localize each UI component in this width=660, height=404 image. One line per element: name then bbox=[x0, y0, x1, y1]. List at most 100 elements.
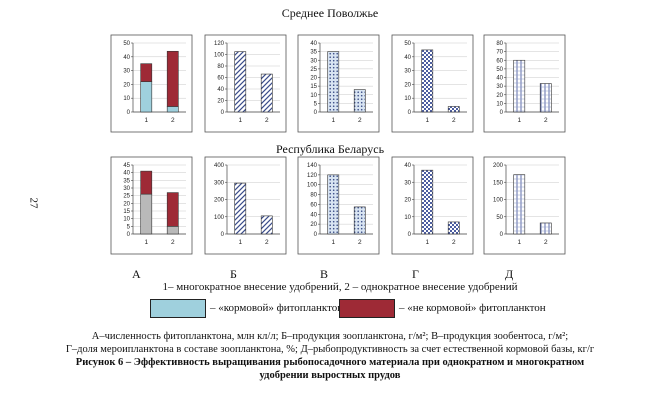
caption-line-1: А–численность фитопланктона, млн кл/л; Б… bbox=[91, 331, 569, 342]
y-tick-label: 400 bbox=[214, 163, 225, 169]
y-tick-label: 25 bbox=[123, 194, 130, 200]
bar bbox=[447, 106, 460, 113]
y-tick-label: 0 bbox=[221, 110, 225, 116]
y-tick-label: 200 bbox=[214, 198, 225, 204]
bar bbox=[166, 226, 179, 235]
x-tick-label: 1 bbox=[425, 239, 429, 246]
bar bbox=[166, 106, 179, 113]
panel-letter-a: А bbox=[132, 267, 141, 281]
y-tick-label: 50 bbox=[496, 67, 503, 73]
y-tick-label: 5 bbox=[314, 101, 318, 107]
y-tick-label: 40 bbox=[404, 163, 411, 169]
x-tick-label: 1 bbox=[238, 117, 242, 124]
y-tick-label: 80 bbox=[217, 64, 224, 70]
bar bbox=[234, 182, 247, 235]
y-tick-label: 10 bbox=[404, 215, 411, 221]
y-tick-label: 120 bbox=[214, 41, 225, 47]
y-tick-label: 35 bbox=[123, 178, 130, 184]
x-tick-label: 2 bbox=[544, 117, 548, 124]
y-tick-label: 0 bbox=[408, 110, 412, 116]
y-tick-label: 50 bbox=[496, 215, 503, 221]
y-tick-label: 15 bbox=[310, 84, 317, 90]
panel-letter-d: Д bbox=[505, 267, 514, 281]
bar bbox=[421, 49, 434, 113]
bar bbox=[140, 170, 153, 195]
figure-title-2: удобрении выростных прудов bbox=[259, 370, 401, 381]
bar bbox=[513, 174, 526, 235]
x-tick-label: 1 bbox=[144, 117, 148, 124]
y-tick-label: 40 bbox=[123, 55, 130, 61]
y-tick-label: 20 bbox=[310, 76, 317, 82]
bar bbox=[513, 59, 526, 113]
panel-letter-g: Г bbox=[412, 267, 419, 281]
panel-letter-v: В bbox=[320, 267, 329, 281]
y-tick-label: 10 bbox=[404, 96, 411, 102]
y-tick-label: 20 bbox=[404, 198, 411, 204]
y-tick-label: 0 bbox=[314, 110, 318, 116]
y-tick-label: 20 bbox=[123, 82, 130, 88]
y-tick-label: 70 bbox=[496, 50, 503, 56]
y-tick-label: 40 bbox=[217, 87, 224, 93]
y-tick-label: 120 bbox=[307, 173, 318, 179]
y-tick-label: 150 bbox=[493, 180, 504, 186]
bar bbox=[353, 206, 366, 235]
bar bbox=[166, 50, 179, 107]
y-tick-label: 100 bbox=[493, 198, 504, 204]
y-tick-label: 20 bbox=[217, 99, 224, 105]
y-tick-label: 40 bbox=[310, 41, 317, 47]
y-tick-label: 0 bbox=[500, 232, 504, 238]
y-tick-label: 20 bbox=[496, 93, 503, 99]
legend-swatch-feed bbox=[150, 299, 206, 318]
bar bbox=[421, 169, 434, 235]
x-tick-label: 1 bbox=[517, 117, 521, 124]
y-tick-label: 100 bbox=[307, 183, 318, 189]
bar bbox=[327, 174, 340, 235]
x-tick-label: 2 bbox=[171, 117, 175, 124]
y-tick-label: 80 bbox=[310, 193, 317, 199]
x-tick-label: 2 bbox=[358, 117, 362, 124]
y-tick-label: 0 bbox=[408, 232, 412, 238]
x-tick-label: 1 bbox=[144, 239, 148, 246]
x-tick-label: 1 bbox=[517, 239, 521, 246]
x-tick-label: 1 bbox=[331, 117, 335, 124]
y-tick-label: 0 bbox=[127, 232, 131, 238]
figure-title-1: Рисунок 6 – Эффективность выращивания ры… bbox=[75, 357, 585, 368]
y-tick-label: 30 bbox=[123, 186, 130, 192]
x-tick-label: 1 bbox=[238, 239, 242, 246]
legend-label-nonfeed: – «не кормовой» фитопланктон bbox=[399, 302, 546, 314]
y-tick-label: 80 bbox=[496, 41, 503, 47]
y-tick-label: 30 bbox=[310, 58, 317, 64]
y-tick-label: 0 bbox=[221, 232, 225, 238]
bar bbox=[166, 192, 179, 227]
y-tick-label: 50 bbox=[123, 41, 130, 47]
y-tick-label: 45 bbox=[123, 163, 130, 169]
x-tick-label: 2 bbox=[358, 239, 362, 246]
y-tick-label: 30 bbox=[404, 180, 411, 186]
y-tick-label: 200 bbox=[493, 163, 504, 169]
x-tick-label: 2 bbox=[171, 239, 175, 246]
region-title-belarus: Республика Беларусь bbox=[275, 142, 385, 156]
y-tick-label: 100 bbox=[214, 53, 225, 59]
x-tick-label: 2 bbox=[265, 239, 269, 246]
y-tick-label: 100 bbox=[214, 215, 225, 221]
bar bbox=[234, 51, 247, 113]
x-tick-label: 2 bbox=[452, 117, 456, 124]
x-tick-label: 2 bbox=[544, 239, 548, 246]
y-tick-label: 40 bbox=[310, 212, 317, 218]
y-tick-label: 20 bbox=[404, 82, 411, 88]
y-tick-label: 30 bbox=[404, 69, 411, 75]
legend-swatch-nonfeed bbox=[339, 299, 395, 318]
y-tick-label: 20 bbox=[310, 222, 317, 228]
y-tick-label: 35 bbox=[310, 50, 317, 56]
variants-note: 1– многократное внесение удобрений, 2 – … bbox=[162, 281, 518, 293]
y-tick-label: 10 bbox=[123, 217, 130, 223]
y-tick-label: 40 bbox=[496, 76, 503, 82]
panel-letter-b: Б bbox=[230, 267, 237, 281]
y-tick-label: 50 bbox=[404, 41, 411, 47]
bar bbox=[447, 221, 460, 235]
bar bbox=[140, 193, 153, 235]
y-tick-label: 0 bbox=[127, 110, 131, 116]
y-tick-label: 5 bbox=[127, 224, 131, 230]
y-tick-label: 0 bbox=[500, 110, 504, 116]
bar bbox=[539, 83, 552, 113]
